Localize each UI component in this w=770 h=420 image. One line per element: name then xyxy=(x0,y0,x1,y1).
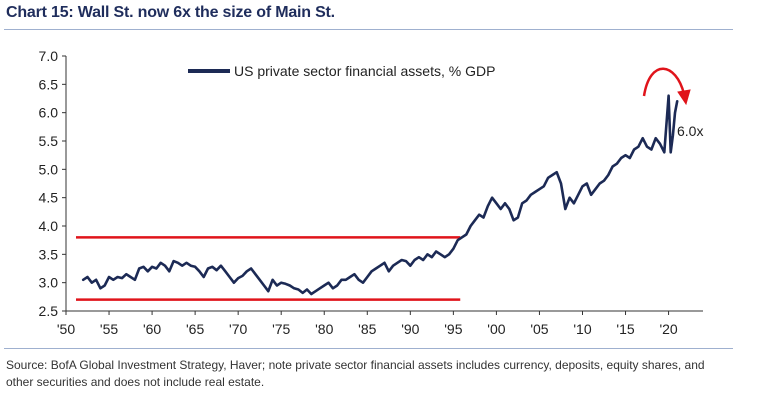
line-chart: 2.5 3.0 3.5 4.0 4.5 5.0 5.5 6.0 6.5 7.0 '50 '55 '60 '… xyxy=(39,48,704,337)
chart-title: Chart 15: Wall St. now 6x the size of Ma… xyxy=(6,4,335,21)
y-tick-label: 4.5 xyxy=(39,190,59,206)
x-tick-label: '80 xyxy=(315,321,333,337)
y-tick-label: 6.5 xyxy=(39,76,59,92)
x-tick-label: '85 xyxy=(358,321,376,337)
annotation-label: 6.0x xyxy=(677,123,703,139)
series-group xyxy=(81,94,679,296)
x-tick-label: '05 xyxy=(530,321,548,337)
x-tick-label: '90 xyxy=(401,321,419,337)
y-tick-label: 7.0 xyxy=(39,48,59,64)
y-tick-label: 4.0 xyxy=(39,218,59,234)
y-tick-label: 3.5 xyxy=(39,246,59,262)
x-tick-label: '15 xyxy=(616,321,634,337)
y-tick-label: 6.0 xyxy=(39,105,59,121)
x-tick-label: '60 xyxy=(143,321,161,337)
y-tick-label: 3.0 xyxy=(39,275,59,291)
y-tick-label: 2.5 xyxy=(39,303,59,319)
legend-label: US private sector financial assets, % GD… xyxy=(234,63,495,79)
curved-arrow xyxy=(642,67,686,97)
annotations: 6.0x xyxy=(642,67,703,139)
x-tick-label: '75 xyxy=(272,321,290,337)
x-tick-label: '20 xyxy=(659,321,677,337)
axes: 2.5 3.0 3.5 4.0 4.5 5.0 5.5 6.0 6.5 7.0 '50 '55 '60 '… xyxy=(39,48,703,337)
y-tick-label: 5.5 xyxy=(39,133,59,149)
x-tick-label: '70 xyxy=(229,321,247,337)
title-divider xyxy=(4,29,733,30)
x-tick-label: '65 xyxy=(186,321,204,337)
x-tick-label: '50 xyxy=(57,321,75,337)
x-tick-label: '00 xyxy=(487,321,505,337)
x-tick-label: '55 xyxy=(100,321,118,337)
series-line xyxy=(81,94,679,296)
source-divider xyxy=(4,348,733,349)
source-note: Source: BofA Global Investment Strategy,… xyxy=(6,358,705,389)
reference-bands xyxy=(76,236,461,301)
legend: US private sector financial assets, % GD… xyxy=(188,63,495,79)
x-tick-label: '10 xyxy=(573,321,591,337)
x-tick-label: '95 xyxy=(444,321,462,337)
y-tick-label: 5.0 xyxy=(39,161,59,177)
arrow-head xyxy=(677,89,691,106)
